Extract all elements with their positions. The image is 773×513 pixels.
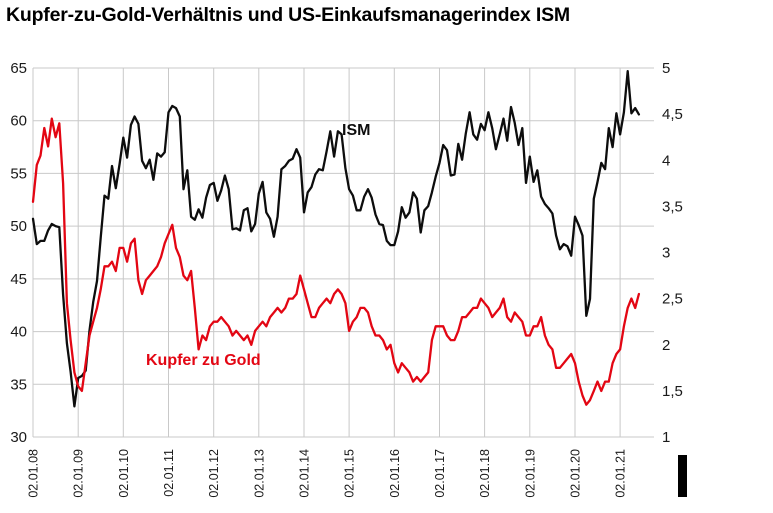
left-axis-tick-label: 40 (10, 324, 27, 341)
x-axis-tick-label: 02.01.13 (252, 449, 266, 498)
right-axis-tick-label: 4,5 (662, 106, 683, 123)
chart-title: Kupfer-zu-Gold-Verhältnis und US-Einkauf… (6, 4, 570, 26)
x-axis-tick-label: 02.01.11 (162, 449, 176, 497)
page-edge-mark (678, 455, 687, 497)
right-axis-tick-label: 3,5 (662, 198, 683, 215)
left-axis-tick-label: 65 (10, 60, 27, 77)
x-axis-tick-label: 02.01.14 (298, 449, 312, 498)
right-axis-tick-label: 2,5 (662, 291, 683, 308)
left-axis-tick-label: 50 (10, 218, 27, 235)
x-axis-tick-label: 02.01.18 (478, 449, 492, 498)
copper-gold-line (31, 117, 641, 406)
ism-line (31, 70, 641, 408)
right-axis-tick-label: 3 (662, 245, 670, 262)
x-axis-tick-label: 02.01.20 (569, 449, 583, 498)
right-axis-tick-label: 1,5 (662, 383, 683, 400)
copper-gold-series-label: Kupfer zu Gold (146, 352, 261, 369)
x-axis-tick-label: 02.01.16 (388, 449, 402, 498)
left-axis-tick-label: 35 (10, 376, 27, 393)
right-axis-tick-label: 4 (662, 152, 670, 169)
left-axis-tick-label: 55 (10, 165, 27, 182)
x-axis-tick-label: 02.01.12 (207, 449, 221, 498)
left-axis-tick-label: 45 (10, 271, 27, 288)
x-axis-tick-label: 02.01.09 (72, 449, 86, 498)
x-axis-tick-label: 02.01.10 (117, 449, 131, 498)
ism-series-label: ISM (342, 122, 371, 139)
left-axis-tick-label: 30 (10, 429, 27, 446)
x-axis-tick-label: 02.01.08 (27, 449, 41, 498)
right-axis-tick-label: 1 (662, 429, 670, 446)
right-axis-tick-label: 2 (662, 337, 670, 354)
right-axis-tick-label: 5 (662, 60, 670, 77)
left-axis-tick-label: 60 (10, 113, 27, 130)
x-axis-tick-label: 02.01.19 (523, 449, 537, 498)
x-axis-tick-label: 02.01.17 (433, 449, 447, 498)
x-axis-tick-label: 02.01.21 (614, 449, 628, 498)
x-axis-tick-label: 02.01.15 (343, 449, 357, 498)
